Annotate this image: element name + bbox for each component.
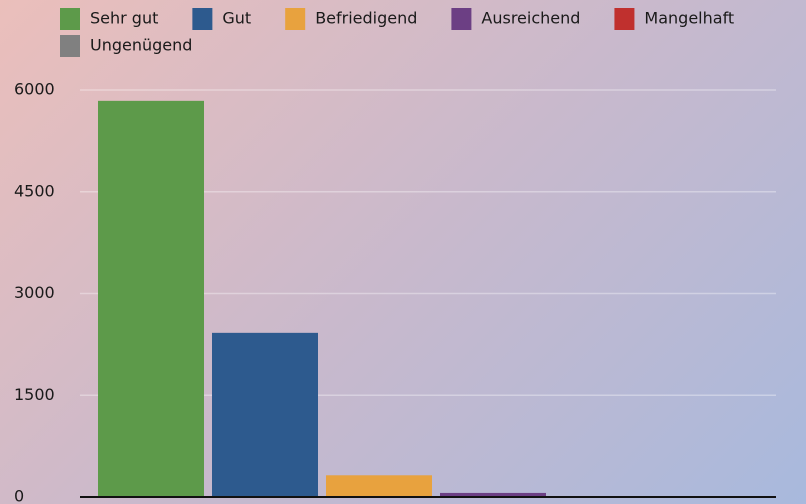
bar xyxy=(326,475,432,497)
y-tick-label: 4500 xyxy=(14,181,55,200)
y-tick-label: 1500 xyxy=(14,385,55,404)
legend-label: Mangelhaft xyxy=(644,9,734,28)
bar xyxy=(440,492,546,497)
legend-swatch xyxy=(192,8,213,30)
y-tick-label: 6000 xyxy=(14,80,55,99)
bar xyxy=(98,100,204,497)
y-tick-label: 0 xyxy=(14,487,24,504)
bar xyxy=(212,332,318,497)
y-tick-label: 3000 xyxy=(14,283,55,302)
legend-swatch xyxy=(60,35,80,57)
legend-swatch xyxy=(60,8,80,30)
legend-swatch xyxy=(614,8,635,30)
legend-swatch xyxy=(451,8,472,30)
legend-label: Ausreichend xyxy=(481,9,580,28)
legend-label: Sehr gut xyxy=(90,9,158,28)
legend-label: Befriedigend xyxy=(315,9,417,28)
legend-label: Gut xyxy=(222,9,251,28)
legend-label: Ungenügend xyxy=(90,36,192,55)
legend-swatch xyxy=(285,8,306,30)
